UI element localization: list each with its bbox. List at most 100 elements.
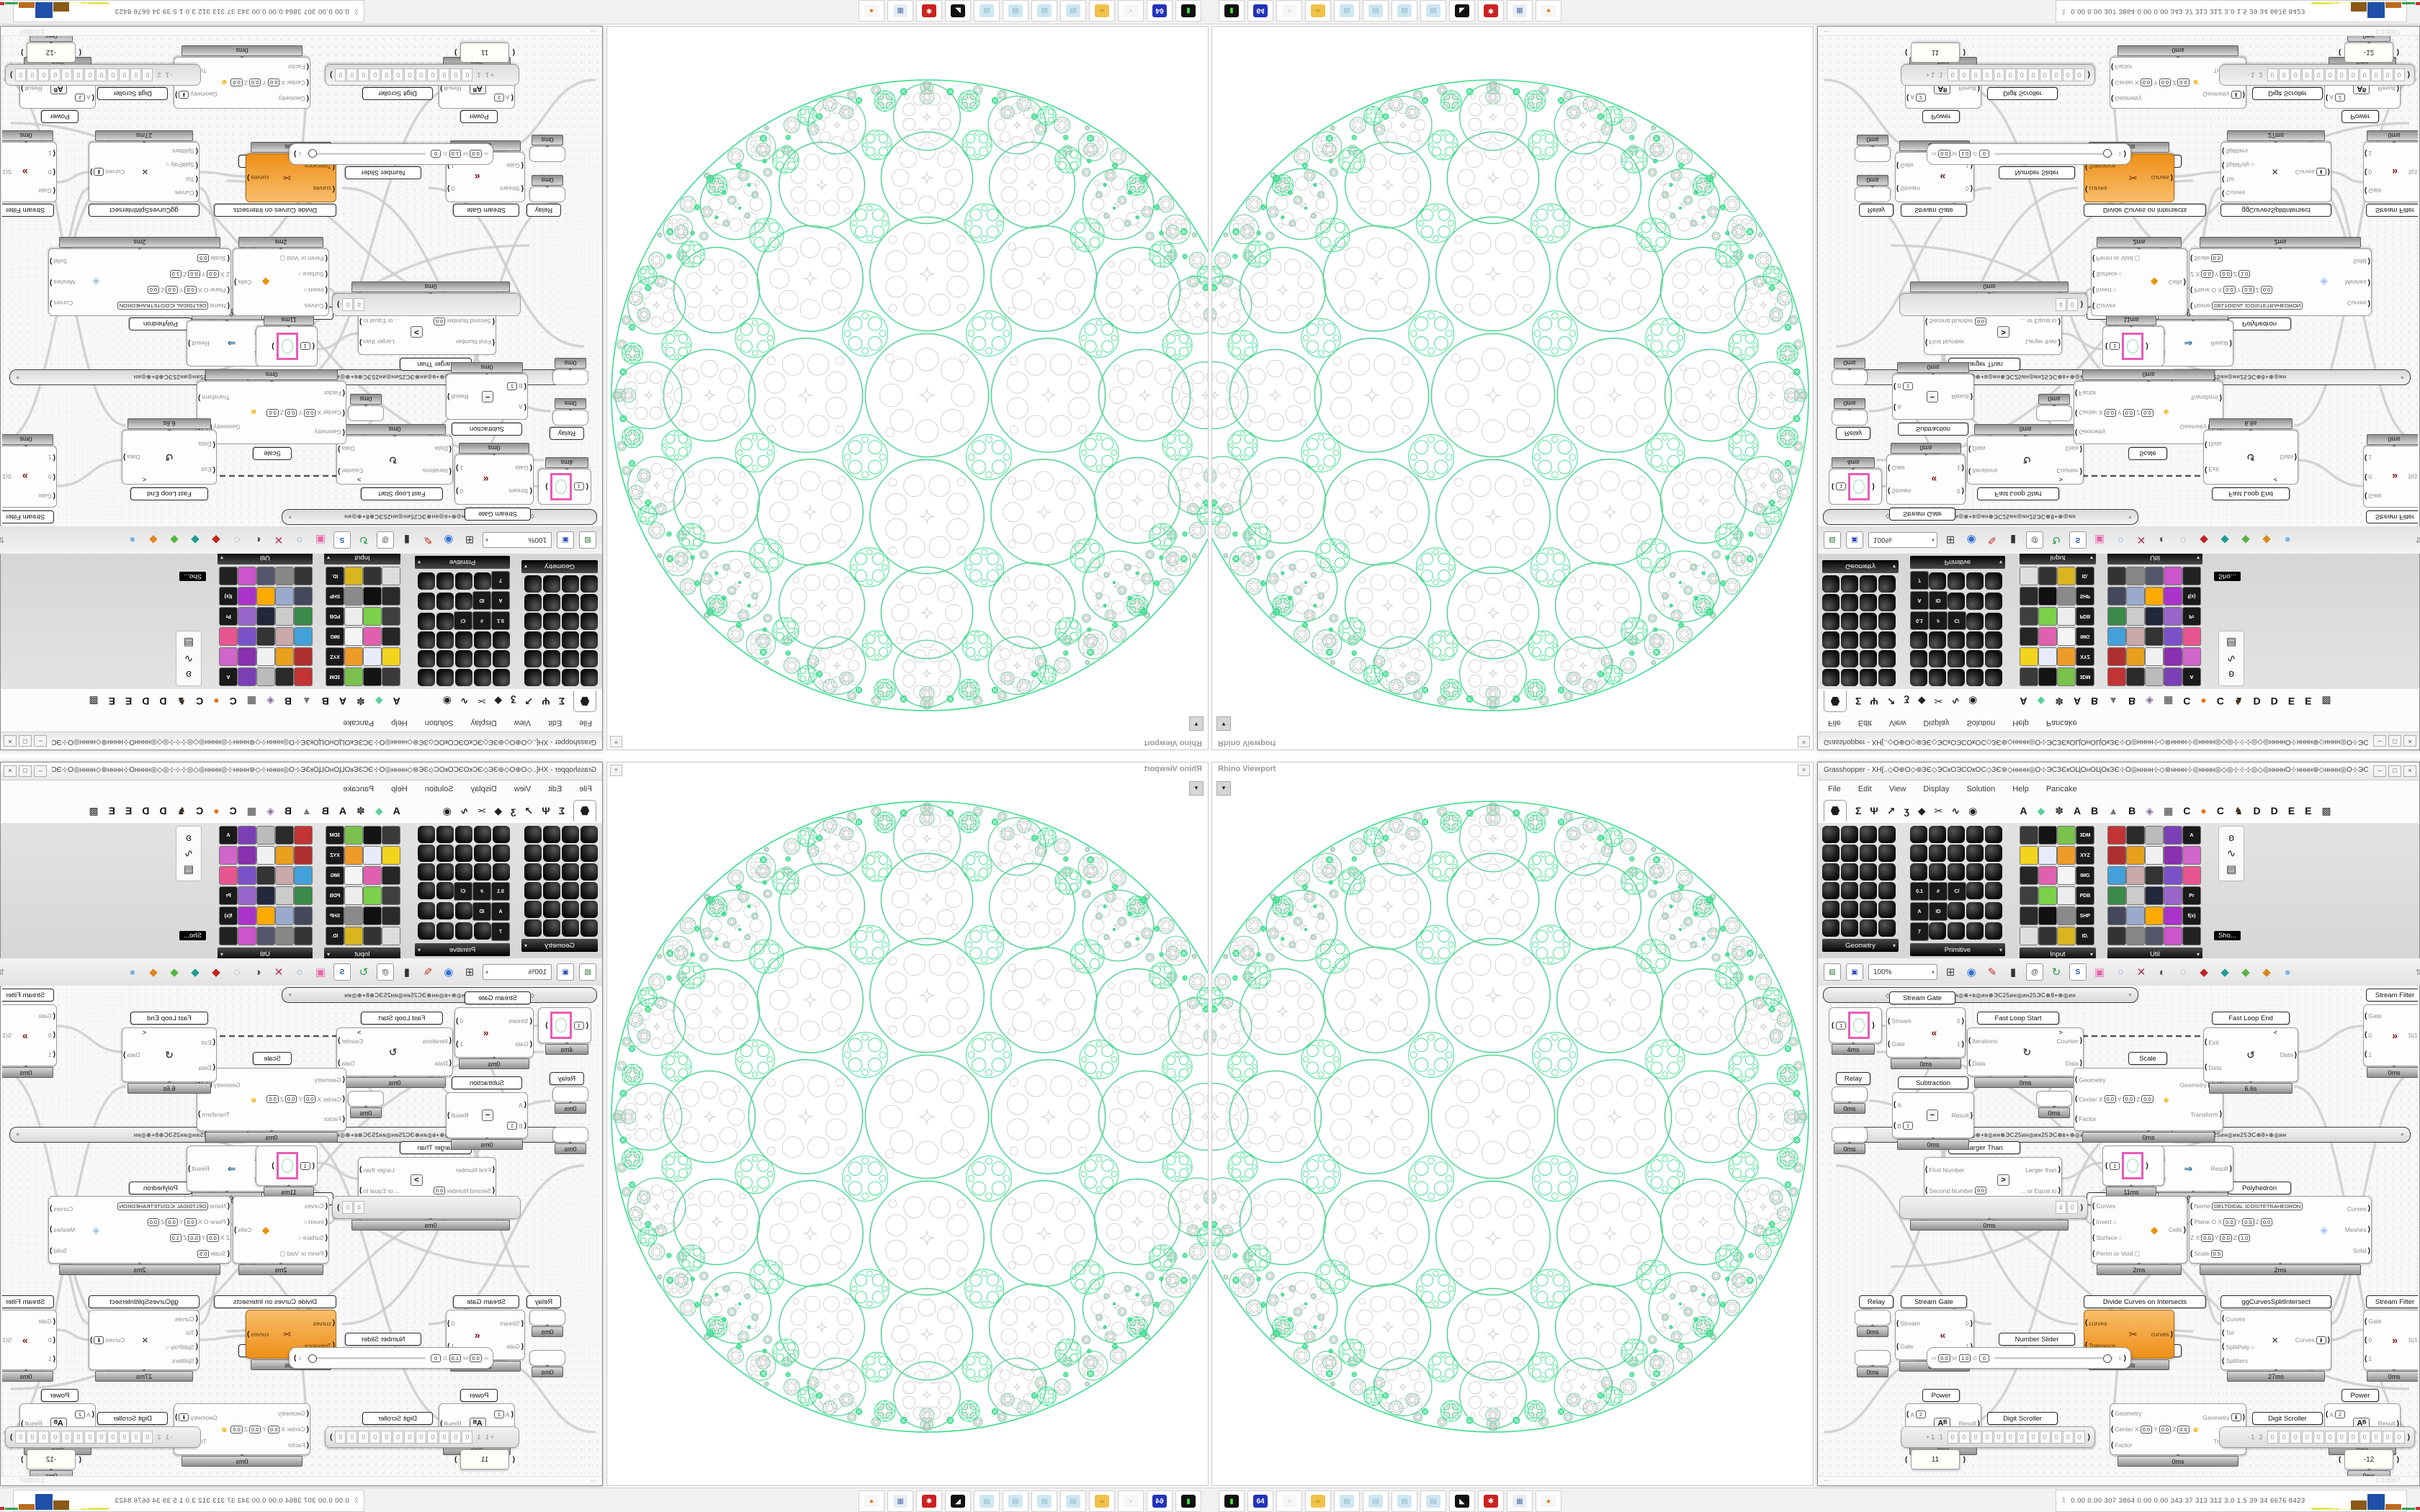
output-port[interactable]: ) [2146, 342, 2148, 351]
tab-letter-12[interactable]: ♞ [176, 696, 187, 708]
output-port[interactable]: ) [2367, 1205, 2370, 1213]
component-nametag[interactable]: Divide Curves on Intersects [2084, 204, 2206, 217]
tab-glyph-4[interactable]: ◆ [494, 696, 503, 708]
value-box[interactable]: 0.0 [147, 1218, 160, 1226]
component-icon[interactable] [1985, 826, 2002, 843]
stream-filter-2[interactable]: (Gate(0(1»S(1)) [2, 1310, 57, 1370]
notepad-icon[interactable]: ▤ [1060, 1490, 1086, 1512]
component-icon[interactable] [2182, 627, 2201, 646]
value-box[interactable]: 0.0 [248, 78, 261, 87]
tab-letter-14[interactable]: D [142, 696, 150, 707]
component-icon[interactable] [382, 647, 400, 666]
component-icon[interactable] [1822, 575, 1839, 593]
component-icon[interactable]: # [1929, 611, 1948, 630]
tab-letter-14[interactable]: D [142, 805, 150, 816]
value-box[interactable]: 0.0 [184, 286, 197, 294]
component-icon[interactable] [2107, 667, 2126, 686]
tab-letter-8[interactable]: ▦ [246, 804, 257, 816]
digit-cell[interactable]: 0 [404, 1431, 416, 1444]
component-icon[interactable]: f(x) [2182, 906, 2201, 925]
component-icon[interactable] [2057, 627, 2076, 646]
component-icon[interactable] [581, 631, 598, 649]
input-port[interactable]: ( [53, 1336, 55, 1344]
relay-node[interactable] [1855, 1310, 1891, 1326]
relay-node[interactable] [529, 186, 565, 202]
component-icon[interactable]: 0.1 [491, 611, 510, 630]
component-icon[interactable] [436, 845, 454, 862]
component-icon[interactable] [2107, 607, 2126, 626]
component-nametag[interactable]: Digit Scroller [2252, 87, 2323, 100]
component-icon[interactable] [294, 607, 313, 626]
value-box[interactable]: 0.0 [2260, 1218, 2273, 1226]
component-icon[interactable]: 7 [1910, 922, 1929, 941]
input-port[interactable]: ( [524, 1101, 526, 1109]
menu-item-file[interactable]: File [579, 719, 592, 727]
output-port[interactable]: ) [359, 338, 362, 346]
input-port[interactable]: ( [511, 94, 514, 102]
component-icon[interactable]: A [2182, 826, 2201, 845]
input-port[interactable]: ( [53, 492, 55, 500]
input-port[interactable]: ( [2365, 149, 2367, 158]
input-port[interactable]: ( [1968, 1059, 1971, 1067]
component-icon[interactable] [418, 572, 435, 590]
component-icon[interactable] [382, 826, 400, 845]
tab-letter-4[interactable]: B [2091, 805, 2099, 816]
input-port[interactable]: ( [227, 302, 230, 310]
palette-label[interactable]: Input ▾ [2020, 948, 2096, 960]
component-nametag[interactable]: Stream Filter [2366, 989, 2418, 1002]
input-port[interactable]: ( [2190, 1202, 2193, 1210]
gg-curves-split-intersect[interactable]: (Curves(Tol(SplitPoly ○(Splitters × Curves ⬇… [89, 142, 200, 202]
publish-icon[interactable]: @ [2026, 531, 2043, 549]
component-icon[interactable] [493, 631, 510, 649]
output-port[interactable]: ) [456, 464, 459, 472]
digit-cell[interactable]: 0 [2267, 1431, 2278, 1444]
tab-glyph-3[interactable]: ʒ [1904, 696, 1909, 707]
component-nametag[interactable]: Fast Loop Start [1977, 1012, 2059, 1025]
component-icon[interactable] [455, 845, 472, 862]
relay-node[interactable] [348, 405, 384, 421]
scale-1[interactable]: (Geometry(Center X 0.0 Y 0.0 Z 0.0(Factor ● ● Geo… [197, 381, 346, 444]
output-port[interactable]: ) [90, 1336, 93, 1344]
minimize-button[interactable]: – [2373, 735, 2386, 747]
palette-label[interactable]: Geometry ▾ [521, 939, 598, 952]
menu-item-help[interactable]: Help [391, 785, 408, 793]
relay-node[interactable] [1832, 369, 1868, 385]
input-port[interactable]: ( [1896, 1342, 1899, 1351]
input-port[interactable]: ( [2092, 302, 2095, 310]
component-nametag[interactable]: Fast Loop End [130, 1012, 208, 1025]
component-icon[interactable]: 3DM [326, 667, 344, 686]
input-port[interactable]: ( [2092, 1233, 2095, 1242]
component-icon[interactable] [344, 826, 363, 845]
component-icon[interactable] [275, 607, 294, 626]
component-icon[interactable] [1985, 902, 2002, 919]
grasshopper-titlebar[interactable]: Grasshopper - XH[..◇O⊕O◇⊛ЗЄ◇ЭCкOЭCOкOC◇З… [1, 762, 602, 780]
component-icon[interactable] [562, 882, 579, 899]
output-port[interactable]: ) [2183, 1225, 2186, 1234]
component-icon[interactable] [1929, 826, 1946, 843]
component-icon[interactable] [2038, 846, 2057, 865]
digit-cell[interactable]: 0 [2016, 1431, 2027, 1444]
tab-letter-5[interactable]: ▲ [2108, 805, 2119, 816]
component-icon[interactable] [1822, 613, 1839, 630]
input-port[interactable]: ( [529, 487, 532, 495]
component-icon[interactable] [474, 826, 491, 843]
zoom-level-select[interactable]: 100% ▾ [483, 964, 552, 980]
component-icon[interactable] [363, 587, 382, 606]
component-icon[interactable] [474, 631, 491, 649]
component-nametag[interactable]: Digit Scroller [1987, 1412, 2058, 1425]
output-port[interactable]: ) [456, 487, 459, 495]
shaded-sphere-icon[interactable]: ◐ [254, 966, 261, 978]
notepad-icon[interactable]: ▤ [974, 0, 1000, 22]
stream-filter-top[interactable]: (Gate(0(1»S(1)) [2363, 446, 2418, 508]
component-nametag[interactable]: ggCurvesSplitIntersect [89, 204, 200, 217]
digit-scroller-right[interactable]: -1 2 0 0 0 0 0 0 0 0 0 0 0 0) [2219, 64, 2415, 86]
component-icon[interactable] [1822, 845, 1839, 862]
maximize-button[interactable]: □ [2388, 735, 2401, 747]
component-nametag[interactable]: Relay [1836, 427, 1870, 440]
digit-scroller-left[interactable]: +1 1 0 0 0 0 0 0 0 0 0 0 0 0) [1901, 1426, 2095, 1448]
component-icon[interactable] [2164, 587, 2182, 606]
tab-params[interactable] [573, 800, 596, 822]
notepad-icon[interactable]: ▤ [1031, 1490, 1057, 1512]
digit-cell[interactable]: 0 [2324, 68, 2336, 81]
output-port[interactable]: ) [2242, 91, 2245, 99]
